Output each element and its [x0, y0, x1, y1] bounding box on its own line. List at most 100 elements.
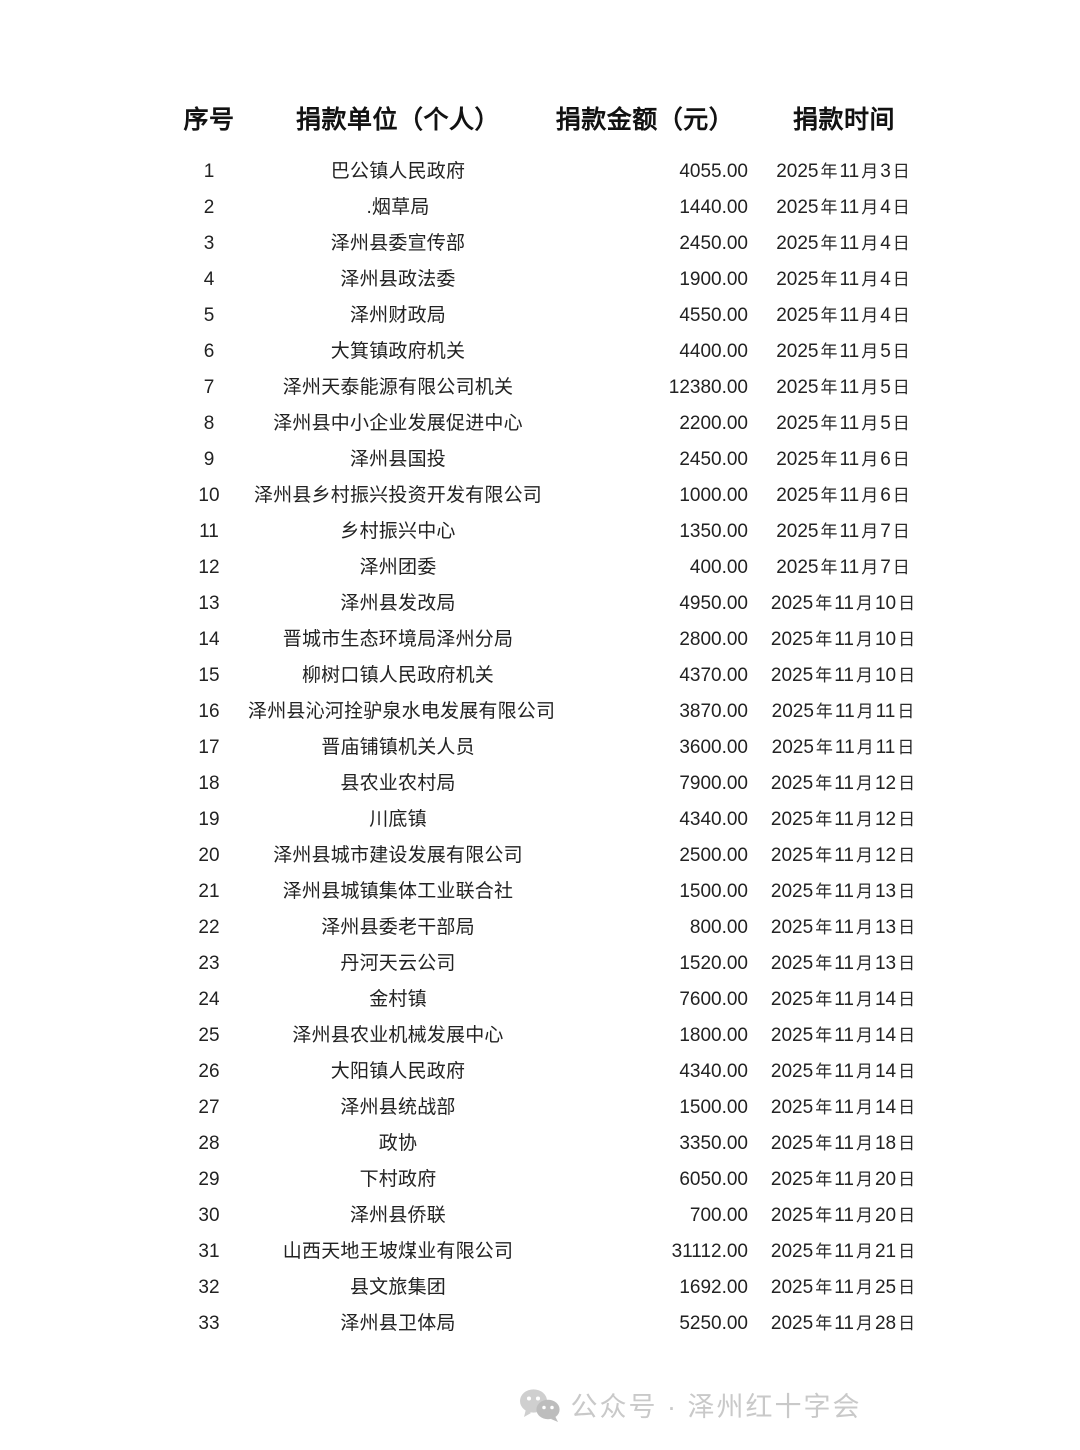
table-row: 10 泽州县乡村振兴投资开发有限公司 1000.00 2025 年 11 月 6 日: [170, 478, 940, 514]
date-day-char: 日: [897, 702, 915, 721]
date-day-char: 日: [898, 774, 916, 793]
table-row: 21 泽州县城镇集体工业联合社 1500.00 2025 年 11 月 13 日: [170, 874, 940, 910]
date-day: 14: [874, 989, 897, 1010]
cell-donor: 泽州县卫体局: [340, 1313, 456, 1334]
footer-account-name: 公众号 · 泽州红十字会: [570, 1392, 862, 1422]
date-year: 2025: [770, 845, 814, 866]
date-month-char: 月: [861, 306, 879, 325]
date-day-char: 日: [892, 198, 910, 217]
cell-date: 2025 年 11 月 10 日: [748, 622, 940, 658]
date-day-char: 日: [898, 1134, 916, 1153]
date-year-char: 年: [815, 1026, 833, 1045]
date-year: 2025: [770, 629, 814, 650]
date-year: 2025: [770, 1241, 814, 1262]
column-header-index: 序号: [183, 107, 235, 134]
date-month: 11: [834, 665, 854, 686]
date-year: 2025: [770, 1169, 814, 1190]
date-day-char: 日: [898, 1242, 916, 1261]
cell-donor: 泽州县国投: [349, 449, 446, 470]
date-month: 11: [839, 449, 860, 470]
cell-date: 2025 年 11 月 28 日: [748, 1306, 940, 1342]
cell-donor: 泽州县统战部: [340, 1097, 456, 1118]
table-row: 28 政协 3350.00 2025 年 11 月 18 日: [170, 1126, 940, 1162]
date-day-char: 日: [898, 1314, 916, 1333]
cell-index: 8: [203, 413, 215, 434]
date-month: 11: [834, 737, 855, 758]
date-month: 11: [834, 881, 854, 902]
cell-date: 2025 年 11 月 13 日: [748, 946, 940, 982]
date-month: 11: [834, 1097, 854, 1118]
date-month: 11: [839, 197, 860, 218]
date-year: 2025: [770, 881, 814, 902]
cell-donor: 泽州县委宣传部: [330, 233, 466, 254]
date-month-char: 月: [855, 666, 873, 685]
table-row: 24 金村镇 7600.00 2025 年 11 月 14 日: [170, 982, 940, 1018]
cell-index: 22: [198, 917, 220, 938]
cell-donor: 山西天地王坡煤业有限公司: [282, 1241, 514, 1262]
date-day-char: 日: [898, 666, 916, 685]
cell-index: 6: [203, 341, 215, 362]
date-month: 11: [834, 1169, 854, 1190]
footer-brand: 公众号 · 泽州红十字会: [0, 1385, 1080, 1424]
cell-index: 9: [203, 449, 215, 470]
cell-donor: 晋庙铺镇机关人员: [321, 737, 475, 758]
date-month-char: 月: [861, 450, 879, 469]
date-month: 11: [839, 341, 860, 362]
date-day: 12: [874, 773, 897, 794]
date-year: 2025: [771, 701, 814, 722]
date-year: 2025: [770, 1313, 814, 1334]
date-year: 2025: [771, 737, 814, 758]
cell-donor: 泽州财政局: [349, 305, 446, 326]
date-day-char: 日: [898, 1170, 916, 1189]
cell-donor: 晋城市生态环境局泽州分局: [282, 629, 514, 650]
cell-amount: 4340.00: [679, 809, 748, 830]
date-month-char: 月: [855, 630, 873, 649]
date-day-char: 日: [898, 1062, 916, 1081]
date-day-char: 日: [898, 918, 916, 937]
date-day: 14: [874, 1061, 897, 1082]
date-month: 11: [839, 413, 860, 434]
date-month: 11: [834, 1241, 854, 1262]
cell-amount: 1900.00: [679, 269, 748, 290]
date-day: 6: [880, 485, 891, 506]
cell-index: 30: [198, 1205, 220, 1226]
date-day: 13: [874, 953, 897, 974]
date-year-char: 年: [820, 486, 838, 505]
date-month-char: 月: [855, 1242, 873, 1261]
date-year-char: 年: [820, 450, 838, 469]
cell-amount: 1500.00: [679, 881, 748, 902]
date-year-char: 年: [815, 1170, 833, 1189]
date-day-char: 日: [892, 342, 910, 361]
date-day: 20: [874, 1169, 897, 1190]
cell-index: 33: [198, 1313, 220, 1334]
date-day-char: 日: [898, 1206, 916, 1225]
date-day: 13: [874, 917, 897, 938]
cell-amount: 4400.00: [679, 341, 748, 362]
date-month: 11: [839, 233, 860, 254]
cell-date: 2025 年 11 月 20 日: [748, 1162, 940, 1198]
date-year-char: 年: [820, 162, 838, 181]
cell-date: 2025 年 11 月 4 日: [748, 298, 940, 334]
date-year-char: 年: [815, 1206, 833, 1225]
table-row: 25 泽州县农业机械发展中心 1800.00 2025 年 11 月 14 日: [170, 1018, 940, 1054]
table-row: 18 县农业农村局 7900.00 2025 年 11 月 12 日: [170, 766, 940, 802]
table-row: 7 泽州天泰能源有限公司机关 12380.00 2025 年 11 月 5 日: [170, 370, 940, 406]
cell-amount: 4550.00: [679, 305, 748, 326]
cell-date: 2025 年 11 月 5 日: [748, 334, 940, 370]
date-month-char: 月: [855, 990, 873, 1009]
date-year: 2025: [770, 953, 814, 974]
date-year: 2025: [770, 773, 814, 794]
column-header-donor: 捐款单位（个人）: [295, 107, 500, 134]
date-year-char: 年: [815, 630, 833, 649]
cell-donor: 泽州县城市建设发展有限公司: [273, 845, 523, 866]
table-row: 33 泽州县卫体局 5250.00 2025 年 11 月 28 日: [170, 1306, 940, 1342]
cell-index: 1: [203, 161, 215, 182]
cell-amount: 2450.00: [679, 449, 748, 470]
date-month-char: 月: [861, 162, 879, 181]
table-row: 31 山西天地王坡煤业有限公司 31112.00 2025 年 11 月 21 日: [170, 1234, 940, 1270]
cell-date: 2025 年 11 月 4 日: [748, 190, 940, 226]
cell-donor: 泽州县城镇集体工业联合社: [282, 881, 514, 902]
cell-index: 17: [198, 737, 220, 758]
cell-date: 2025 年 11 月 18 日: [748, 1126, 940, 1162]
cell-date: 2025 年 11 月 11 日: [748, 694, 940, 730]
